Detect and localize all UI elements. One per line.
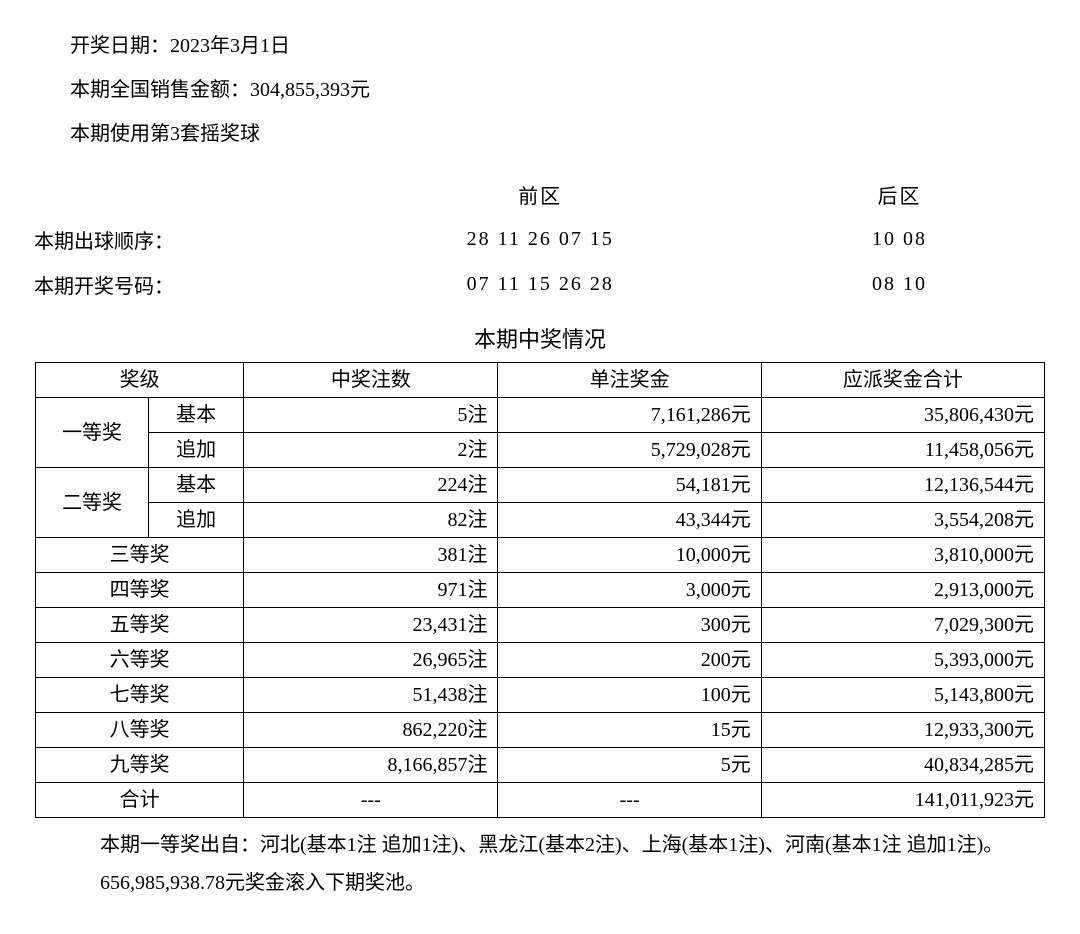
- cell-total: 3,810,000元: [761, 538, 1044, 573]
- draw-order-back: 10 08: [749, 217, 1050, 262]
- cell-level: 四等奖: [36, 573, 244, 608]
- table-row: 四等奖971注3,000元2,913,000元: [36, 573, 1045, 608]
- table-row: 追加2注5,729,028元11,458,056元: [36, 433, 1045, 468]
- header-count: 中奖注数: [244, 363, 498, 398]
- first-prize-origin: 本期一等奖出自：河北(基本1注 追加1注)、黑龙江(基本2注)、上海(基本1注)…: [60, 828, 1020, 862]
- table-row: 一等奖基本5注7,161,286元35,806,430元: [36, 398, 1045, 433]
- cell-total: 3,554,208元: [761, 503, 1044, 538]
- cell-total: 35,806,430元: [761, 398, 1044, 433]
- cell-count: 5注: [244, 398, 498, 433]
- table-row: 三等奖381注10,000元3,810,000元: [36, 538, 1045, 573]
- table-row: 九等奖8,166,857注5元40,834,285元: [36, 748, 1045, 783]
- cell-unit: ---: [498, 783, 761, 818]
- cell-sub: 基本: [149, 398, 244, 433]
- cell-unit: 43,344元: [498, 503, 761, 538]
- cell-level: 八等奖: [36, 713, 244, 748]
- cell-level: 七等奖: [36, 678, 244, 713]
- footer: 本期一等奖出自：河北(基本1注 追加1注)、黑龙江(基本2注)、上海(基本1注)…: [60, 828, 1020, 900]
- cell-unit: 300元: [498, 608, 761, 643]
- cell-sub: 追加: [149, 503, 244, 538]
- draw-order-front: 28 11 26 07 15: [331, 217, 749, 262]
- table-row: 六等奖26,965注200元5,393,000元: [36, 643, 1045, 678]
- draw-date-line: 开奖日期：2023年3月1日: [70, 28, 1050, 64]
- header-level: 奖级: [36, 363, 244, 398]
- cell-total: 2,913,000元: [761, 573, 1044, 608]
- cell-total: 11,458,056元: [761, 433, 1044, 468]
- sales-label: 本期全国销售金额：: [70, 79, 250, 101]
- header-unit: 单注奖金: [498, 363, 761, 398]
- table-row: 合计------141,011,923元: [36, 783, 1045, 818]
- table-row: 追加82注43,344元3,554,208元: [36, 503, 1045, 538]
- cell-count: 224注: [244, 468, 498, 503]
- cell-level: 一等奖: [36, 398, 149, 468]
- sales-line: 本期全国销售金额：304,855,393元: [70, 72, 1050, 108]
- draw-date-value: 2023年3月1日: [170, 35, 290, 57]
- cell-unit: 15元: [498, 713, 761, 748]
- table-row: 八等奖862,220注15元12,933,300元: [36, 713, 1045, 748]
- cell-count: 862,220注: [244, 713, 498, 748]
- cell-level: 九等奖: [36, 748, 244, 783]
- cell-level: 合计: [36, 783, 244, 818]
- ball-set-label: 本期使用第3套摇奖球: [70, 123, 260, 145]
- cell-level: 五等奖: [36, 608, 244, 643]
- winning-back: 08 10: [749, 262, 1050, 307]
- front-header: 前区: [331, 172, 749, 217]
- cell-level: 三等奖: [36, 538, 244, 573]
- cell-total: 141,011,923元: [761, 783, 1044, 818]
- cell-total: 5,143,800元: [761, 678, 1044, 713]
- cell-unit: 5,729,028元: [498, 433, 761, 468]
- cell-count: 2注: [244, 433, 498, 468]
- numbers-table: 前区 后区 本期出球顺序： 28 11 26 07 15 10 08 本期开奖号…: [30, 172, 1050, 307]
- winning-label: 本期开奖号码：: [30, 262, 331, 307]
- cell-unit: 200元: [498, 643, 761, 678]
- cell-total: 12,136,544元: [761, 468, 1044, 503]
- draw-date-label: 开奖日期：: [70, 35, 170, 57]
- cell-total: 7,029,300元: [761, 608, 1044, 643]
- cell-unit: 3,000元: [498, 573, 761, 608]
- prize-table: 奖级 中奖注数 单注奖金 应派奖金合计 一等奖基本5注7,161,286元35,…: [35, 362, 1045, 818]
- cell-sub: 基本: [149, 468, 244, 503]
- draw-order-label: 本期出球顺序：: [30, 217, 331, 262]
- cell-unit: 10,000元: [498, 538, 761, 573]
- cell-unit: 100元: [498, 678, 761, 713]
- cell-unit: 5元: [498, 748, 761, 783]
- numbers-section: 前区 后区 本期出球顺序： 28 11 26 07 15 10 08 本期开奖号…: [30, 172, 1050, 307]
- back-header: 后区: [749, 172, 1050, 217]
- cell-count: 381注: [244, 538, 498, 573]
- cell-unit: 7,161,286元: [498, 398, 761, 433]
- table-row: 五等奖23,431注300元7,029,300元: [36, 608, 1045, 643]
- cell-count: 26,965注: [244, 643, 498, 678]
- winning-front: 07 11 15 26 28: [331, 262, 749, 307]
- cell-count: 23,431注: [244, 608, 498, 643]
- sales-value: 304,855,393元: [250, 79, 370, 101]
- table-row: 七等奖51,438注100元5,143,800元: [36, 678, 1045, 713]
- cell-count: ---: [244, 783, 498, 818]
- header-total: 应派奖金合计: [761, 363, 1044, 398]
- cell-total: 40,834,285元: [761, 748, 1044, 783]
- cell-unit: 54,181元: [498, 468, 761, 503]
- table-row: 二等奖基本224注54,181元12,136,544元: [36, 468, 1045, 503]
- cell-count: 8,166,857注: [244, 748, 498, 783]
- cell-count: 971注: [244, 573, 498, 608]
- cell-sub: 追加: [149, 433, 244, 468]
- cell-count: 51,438注: [244, 678, 498, 713]
- cell-level: 二等奖: [36, 468, 149, 538]
- cell-total: 5,393,000元: [761, 643, 1044, 678]
- cell-total: 12,933,300元: [761, 713, 1044, 748]
- cell-count: 82注: [244, 503, 498, 538]
- prize-section-title: 本期中奖情况: [30, 322, 1050, 354]
- cell-level: 六等奖: [36, 643, 244, 678]
- ball-set-line: 本期使用第3套摇奖球: [70, 116, 1050, 152]
- rollover-line: 656,985,938.78元奖金滚入下期奖池。: [60, 866, 1020, 900]
